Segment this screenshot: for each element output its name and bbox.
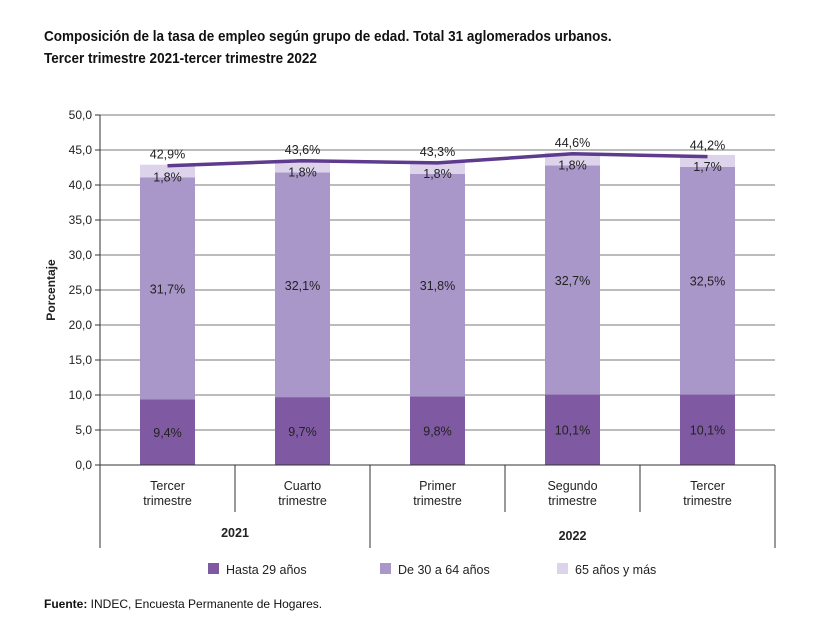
data-label: 9,7%: [288, 425, 317, 439]
bar-segment-2: [680, 166, 735, 395]
bar-segment-2: [410, 173, 465, 397]
x-tick-label: trimestre: [413, 494, 462, 508]
bar-segment-2: [140, 177, 195, 400]
y-tick-label: 40,0: [69, 178, 93, 192]
year-label: 2021: [221, 526, 249, 540]
y-axis-label: Porcentaje: [44, 259, 58, 321]
total-label: 42,9%: [150, 148, 185, 162]
data-label: 9,4%: [153, 426, 182, 440]
data-label: 32,7%: [555, 274, 590, 288]
legend-label: De 30 a 64 años: [398, 563, 490, 577]
legend-swatch: [557, 563, 568, 574]
x-tick-label: trimestre: [143, 494, 192, 508]
total-label: 43,3%: [420, 145, 455, 159]
x-tick-label: Primer: [419, 479, 456, 493]
legend-label: 65 años y más: [575, 563, 656, 577]
x-tick-label: Tercer: [150, 479, 185, 493]
y-tick-label: 0,0: [75, 458, 92, 472]
legend-label: Hasta 29 años: [226, 563, 307, 577]
total-line: [167, 152, 708, 168]
data-label: 31,7%: [150, 282, 185, 296]
y-tick-label: 30,0: [69, 248, 93, 262]
chart-title: Composición de la tasa de empleo según g…: [44, 28, 612, 45]
y-tick-label: 15,0: [69, 353, 93, 367]
y-tick-label: 50,0: [69, 108, 93, 122]
y-tick-label: 35,0: [69, 213, 93, 227]
x-tick-label: trimestre: [548, 494, 597, 508]
y-tick-label: 5,0: [75, 423, 92, 437]
data-label: 10,1%: [690, 424, 725, 438]
data-label: 1,7%: [693, 160, 722, 174]
x-tick-label: Tercer: [690, 479, 725, 493]
stacked-bar-chart: 0,0 5,0 10,0 15,0 20,0 25,0 30,0 35,0 40,0 45,0 50…: [44, 108, 776, 577]
x-tick-label: trimestre: [278, 494, 327, 508]
x-tick-label: Segundo: [547, 479, 597, 493]
bar-segment-1: [410, 396, 465, 465]
x-tick-label: trimestre: [683, 494, 732, 508]
bar-segment-3: [680, 154, 735, 167]
y-tick-label: 45,0: [69, 143, 93, 157]
year-label: 2022: [559, 529, 587, 543]
y-tick-label: 25,0: [69, 283, 93, 297]
total-label: 43,6%: [285, 143, 320, 157]
data-label: 1,8%: [288, 165, 317, 179]
y-tick-label: 10,0: [69, 388, 93, 402]
chart-subtitle: Tercer trimestre 2021-tercer trimestre 2…: [44, 50, 317, 67]
data-label: 1,8%: [423, 167, 452, 181]
source-note: Fuente: INDEC, Encuesta Permanente de Ho…: [44, 597, 322, 611]
data-label: 31,8%: [420, 279, 455, 293]
data-label: 32,1%: [285, 279, 320, 293]
source-text: INDEC, Encuesta Permanente de Hogares.: [87, 597, 323, 611]
data-label: 10,1%: [555, 424, 590, 438]
data-label: 1,8%: [153, 170, 182, 184]
legend-swatch: [380, 563, 391, 574]
total-label: 44,6%: [555, 136, 590, 150]
data-label: 9,8%: [423, 425, 452, 439]
y-tick-label: 20,0: [69, 318, 93, 332]
bar-segment-1: [140, 399, 195, 465]
total-label: 44,2%: [690, 139, 725, 153]
bar-segment-1: [680, 394, 735, 465]
data-label: 1,8%: [558, 158, 587, 172]
x-tick-label: Cuarto: [284, 479, 322, 493]
legend-swatch: [208, 563, 219, 574]
bar-segment-2: [545, 165, 600, 395]
source-label: Fuente:: [44, 597, 88, 611]
bar-segment-1: [545, 394, 600, 465]
bar-segment-1: [275, 397, 330, 465]
data-label: 32,5%: [690, 275, 725, 289]
bar-segment-3: [140, 164, 195, 178]
bar-segment-2: [275, 172, 330, 398]
